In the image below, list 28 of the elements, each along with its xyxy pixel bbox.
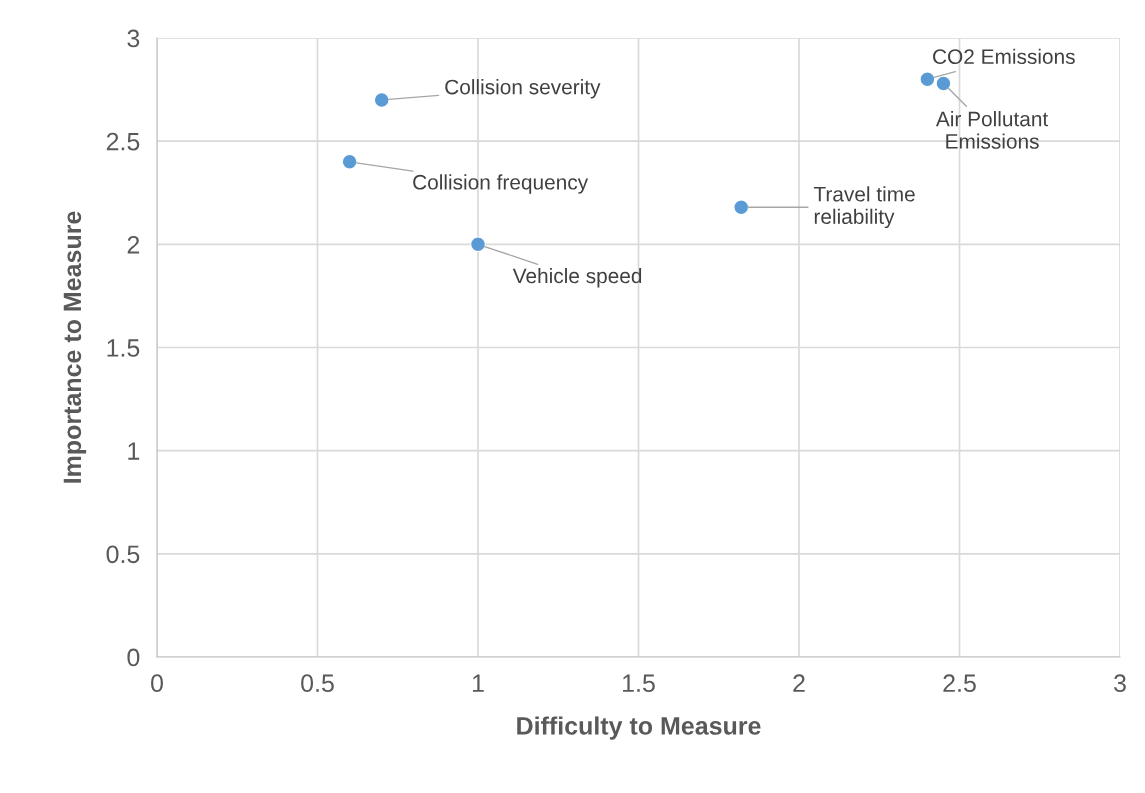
y-tick-label: 1.5 <box>107 339 140 357</box>
x-tick-label: 2.5 <box>943 674 976 693</box>
y-tick-label: 2.5 <box>106 132 140 151</box>
annotation: Air Pollutant Emissions <box>935 111 1049 149</box>
annotation: Collision severity <box>445 79 601 99</box>
point <box>470 236 486 253</box>
point <box>341 153 358 170</box>
y-tick-label: 0.5 <box>106 545 140 564</box>
x-tick-label: 1 <box>472 674 484 692</box>
y-tick-label: 1 <box>128 442 140 460</box>
x-tick-label: 0 <box>151 674 163 693</box>
x-tick-label: 1.5 <box>623 674 655 693</box>
y-tick-label: 2 <box>127 235 140 254</box>
x-tick-label: 0.5 <box>301 674 334 693</box>
y-tick-label: 0 <box>127 648 140 667</box>
point <box>919 71 936 88</box>
y-axis-title: Importance to Measure <box>63 211 87 483</box>
x-tick-label: 3 <box>1114 674 1126 693</box>
annotation: Collision frequency <box>413 174 589 194</box>
annotation: Vehicle speed <box>512 267 642 288</box>
point <box>733 199 750 216</box>
annotation: Travel time reliability <box>813 186 915 229</box>
point <box>935 75 952 92</box>
x-tick-label: 2 <box>793 674 805 692</box>
y-tick-label: 3 <box>127 29 140 48</box>
x-axis-title: Difficulty to Measure <box>517 716 761 740</box>
annotation: CO2 Emissions <box>933 48 1075 65</box>
point <box>373 92 390 108</box>
